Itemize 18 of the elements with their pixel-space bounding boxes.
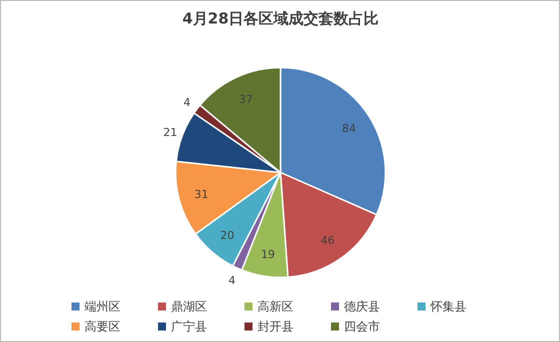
- legend-label: 怀集县: [430, 300, 466, 314]
- data-label: 19: [260, 248, 275, 261]
- data-label: 20: [220, 229, 234, 242]
- legend-label: 广宁县: [171, 320, 207, 334]
- legend-label: 端州区: [84, 300, 120, 314]
- data-label: 4: [228, 274, 236, 288]
- legend-label: 封开县: [258, 320, 294, 334]
- legend-label: 四会市: [344, 320, 380, 334]
- data-label: 21: [163, 126, 178, 140]
- data-label: 4: [183, 96, 190, 109]
- data-label: 84: [342, 122, 356, 136]
- data-label: 46: [320, 234, 335, 247]
- data-label: 31: [194, 188, 208, 202]
- legend-label: 鼎湖区: [171, 300, 207, 314]
- chart-title: 4月28日各区域成交套数占比: [182, 10, 379, 28]
- legend-label: 德庆县: [344, 300, 380, 314]
- legend-label: 高要区: [84, 320, 120, 334]
- legend-label: 高新区: [258, 300, 294, 314]
